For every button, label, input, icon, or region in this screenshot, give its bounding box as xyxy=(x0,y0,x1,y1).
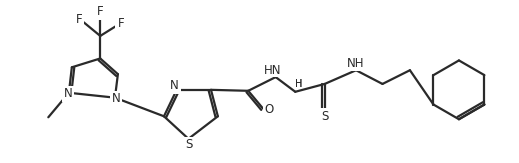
Text: F: F xyxy=(97,5,104,18)
Text: H: H xyxy=(351,58,359,68)
Text: H: H xyxy=(294,79,302,89)
Text: S: S xyxy=(186,138,193,151)
Text: HN: HN xyxy=(264,64,281,77)
Text: HN: HN xyxy=(264,64,281,77)
Text: N: N xyxy=(112,92,120,105)
Text: N: N xyxy=(63,87,72,100)
Text: N: N xyxy=(63,87,72,100)
Text: N: N xyxy=(170,79,179,92)
Text: H: H xyxy=(351,58,359,68)
Text: S: S xyxy=(186,138,193,151)
Text: F: F xyxy=(117,17,124,30)
Text: F: F xyxy=(75,13,82,26)
Text: O: O xyxy=(264,103,274,116)
Text: H: H xyxy=(294,79,302,89)
Text: S: S xyxy=(321,110,329,123)
Text: N: N xyxy=(112,92,120,105)
Text: F: F xyxy=(117,17,124,30)
Text: F: F xyxy=(97,5,104,18)
Text: N: N xyxy=(170,79,179,92)
Text: S: S xyxy=(321,110,329,123)
Text: F: F xyxy=(75,13,82,26)
Text: O: O xyxy=(264,103,274,116)
Text: NH: NH xyxy=(347,57,365,70)
